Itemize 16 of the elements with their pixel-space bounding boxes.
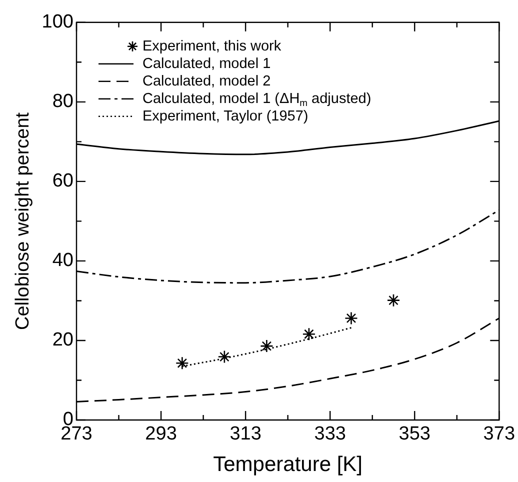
legend-label: Experiment, Taylor (1957)	[142, 108, 308, 124]
x-tick-label: 353	[398, 424, 430, 445]
y-tick-label: 40	[52, 250, 74, 272]
x-axis-title: Temperature [K]	[213, 453, 363, 476]
x-tick-label: 313	[230, 424, 262, 445]
y-tick-label: 60	[52, 170, 74, 192]
y-tick-label: 100	[42, 12, 74, 33]
legend-label: Calculated, model 2	[142, 73, 271, 90]
y-axis-title: Cellobiose weight percent	[12, 112, 34, 330]
x-tick-label: 333	[314, 424, 346, 445]
y-tick-label: 80	[52, 91, 74, 112]
x-tick-label: 373	[483, 424, 515, 445]
legend-label: Experiment, this work	[142, 38, 282, 54]
x-tick-label: 293	[145, 424, 177, 445]
y-tick-label: 20	[52, 330, 74, 351]
legend-label: Calculated, model 1	[142, 56, 271, 72]
